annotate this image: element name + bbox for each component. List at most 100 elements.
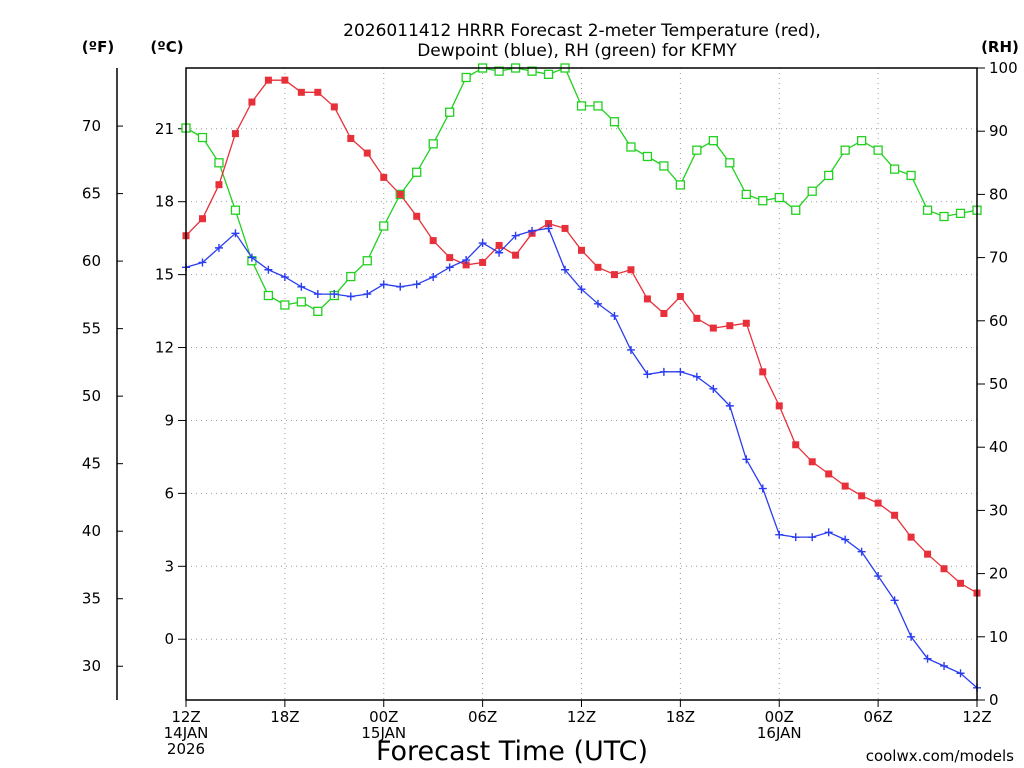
dewpoint-point [346,292,355,301]
temperature-point [792,441,800,449]
dewpoint-point [264,265,273,274]
x-axis-label: Forecast Time (UTC) [376,736,648,767]
rh-point [774,192,784,203]
dewpoint-point [412,280,421,289]
temperature-point [561,224,569,232]
rh-unit-label: (RH) [981,38,1019,56]
rh-tick-label: 60 [989,312,1008,330]
dewpoint-point [907,632,916,641]
dewpoint-point [676,367,685,376]
rh-point [362,256,372,266]
dewpoint-point [824,528,833,537]
dewpoint-point [379,280,388,289]
dewpoint-point [725,401,734,410]
rh-point [725,158,735,168]
x-tick-label: 2026 [167,740,205,758]
x-tick-label: 12Z [171,708,200,726]
rh-point [922,205,933,215]
temperature-point [281,76,289,84]
dewpoint-point [528,226,537,235]
rh-tick-label: 20 [989,565,1008,583]
dewpoint-point [643,370,652,379]
temperature-point [693,314,701,322]
chart-title: 2026011412 HRRR Forecast 2-meter Tempera… [343,21,821,61]
dewpoint-point [692,372,701,381]
temperature-point [742,319,750,327]
rh-tick-label: 80 [989,185,1008,203]
temperature-point [907,533,915,541]
rh-point [543,69,554,79]
title-line-1: 2026011412 HRRR Forecast 2-meter Tempera… [343,21,821,41]
dewpoint-point [923,654,932,663]
temperature-point [495,241,503,249]
dewpoint-point [231,229,240,238]
dewpoint-point [462,256,471,265]
dewpoint-point [758,484,767,493]
dewpoint-point [429,273,438,282]
x-tick-label: 18Z [270,708,299,726]
dewpoint-point [626,345,635,354]
dewpoint-point [775,530,784,539]
celsius-tick-label: 21 [155,120,174,138]
temperature-point [643,295,651,303]
rh-tick-label: 90 [989,122,1008,140]
rh-tick-label: 10 [989,628,1008,646]
rh-point [609,117,620,127]
rh-point [461,72,471,83]
rh-point [807,186,817,196]
temperature-point [726,322,734,330]
dewpoint-point [330,290,339,299]
dewpoint-point [940,661,949,670]
temperature-point [347,134,355,142]
temperature-line [185,79,978,594]
fahrenheit-tick-label: 70 [82,117,101,135]
dewpoint-point [577,285,586,294]
rh-tick-label: 100 [989,59,1018,77]
title-line-2: Dewpoint (blue), RH (green) for KFMY [417,41,737,61]
celsius-unit-label: (ºC) [150,38,183,56]
rh-point [593,101,603,111]
x-tick-label: 00Z [765,708,794,726]
rh-point [379,221,389,231]
rh-point [626,142,636,152]
temperature-point [297,88,305,96]
rh-point [428,139,438,149]
x-tick-label: 14JAN [164,724,209,742]
temperature-point [775,402,783,410]
dewpoint-point [313,290,322,299]
rh-point [230,205,241,215]
temperature-point [429,237,437,245]
rh-point [692,145,702,155]
rh-point [758,196,768,206]
rh-tick-label: 40 [989,438,1008,456]
temperature-point [198,215,206,223]
dewpoint-point [495,248,504,257]
rh-point [856,136,867,146]
temperature-point [231,130,239,138]
temperature-point [215,181,223,189]
temperature-point [396,190,404,198]
rh-point [642,151,653,162]
temperature-point [874,499,882,507]
rh-tick-label: 0 [989,691,999,709]
temperature-point [330,103,338,111]
dewpoint-point [297,282,306,291]
dewpoint-point [791,533,800,542]
x-tick-label: 06Z [863,708,892,726]
temperature-point [858,492,866,500]
dewpoint-point [445,263,454,272]
rh-point [296,297,307,307]
dewpoint-point [198,258,207,267]
rh-point [527,66,537,76]
rh-tick-label: 70 [989,249,1008,267]
credit-text: coolwx.com/models [866,747,1014,765]
x-tick-label: 18Z [666,708,695,726]
rh-point [494,66,504,76]
celsius-tick-label: 3 [164,557,174,575]
temperature-point [545,220,553,228]
temperature-point [627,266,635,274]
plot-frame [185,67,978,701]
fahrenheit-tick-label: 30 [82,657,101,675]
temperature-point [594,263,602,271]
